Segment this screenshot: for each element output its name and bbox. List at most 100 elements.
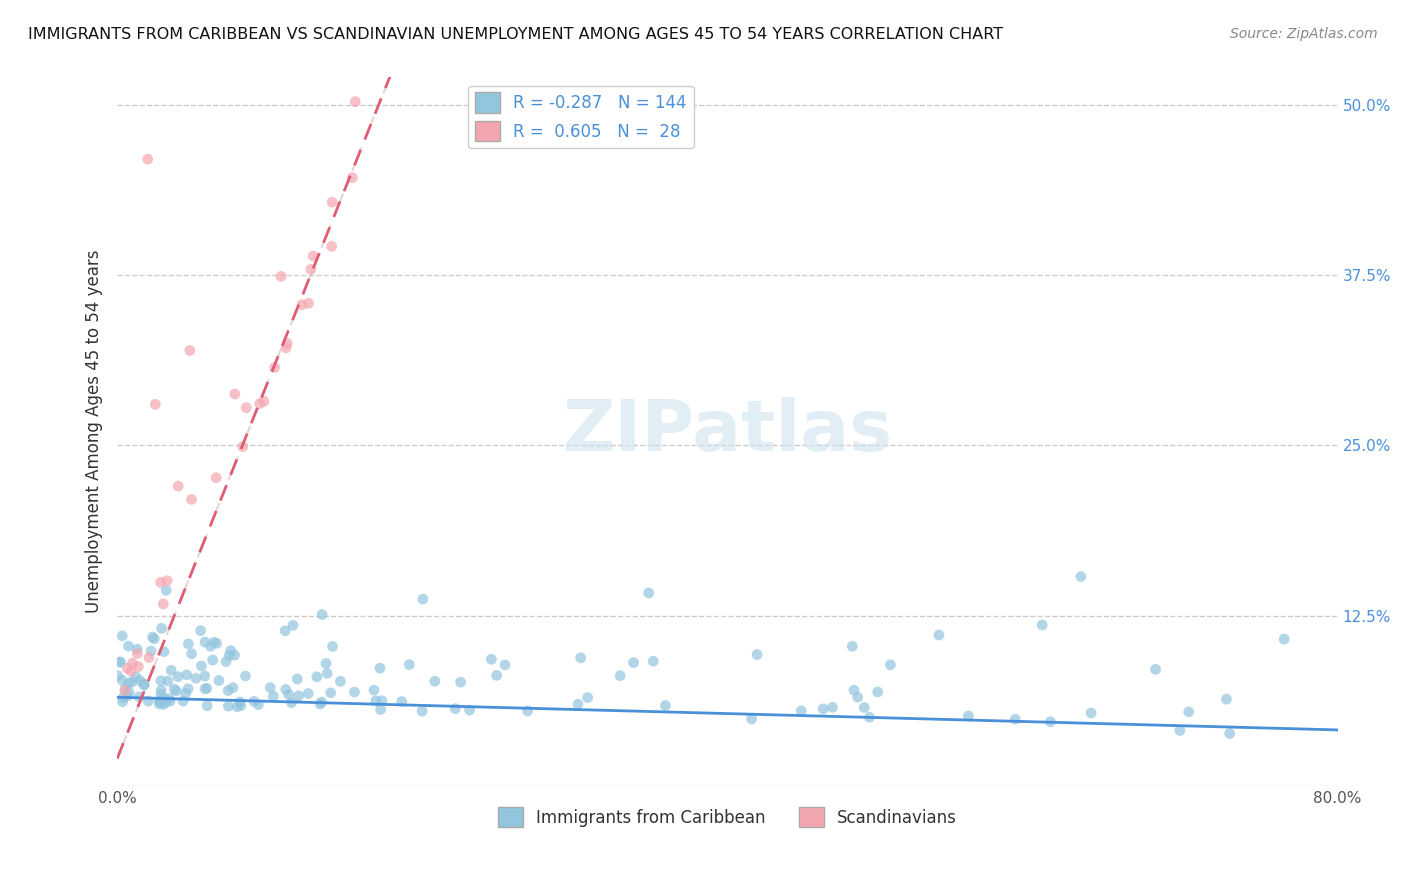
- Point: [143, 397, 166, 411]
- Point: [928, 628, 950, 642]
- Point: [194, 669, 217, 683]
- Point: [305, 670, 328, 684]
- Point: [194, 681, 217, 696]
- Point: [643, 654, 665, 668]
- Point: [127, 642, 149, 657]
- Point: [842, 683, 865, 698]
- Point: [224, 387, 246, 401]
- Point: [128, 690, 150, 704]
- Point: [201, 653, 224, 667]
- Point: [190, 624, 212, 638]
- Point: [444, 701, 467, 715]
- Point: [281, 618, 304, 632]
- Point: [846, 690, 869, 705]
- Point: [311, 695, 333, 709]
- Point: [143, 632, 166, 646]
- Point: [321, 195, 343, 210]
- Point: [285, 672, 308, 686]
- Point: [134, 677, 156, 691]
- Point: [274, 682, 297, 697]
- Point: [117, 661, 139, 675]
- Point: [205, 471, 228, 485]
- Point: [363, 683, 385, 698]
- Point: [485, 668, 508, 682]
- Point: [623, 656, 645, 670]
- Point: [516, 704, 538, 718]
- Point: [139, 644, 162, 658]
- Point: [309, 697, 332, 711]
- Point: [111, 673, 134, 687]
- Point: [163, 681, 186, 696]
- Point: [741, 712, 763, 726]
- Point: [342, 170, 364, 185]
- Point: [127, 647, 149, 661]
- Point: [176, 667, 198, 681]
- Point: [107, 669, 129, 683]
- Point: [957, 709, 980, 723]
- Point: [450, 675, 472, 690]
- Point: [1219, 726, 1241, 740]
- Point: [270, 269, 292, 284]
- Point: [1039, 714, 1062, 729]
- Point: [458, 703, 481, 717]
- Point: [226, 699, 249, 714]
- Point: [262, 690, 284, 704]
- Point: [841, 639, 863, 653]
- Point: [118, 676, 141, 690]
- Point: [1070, 569, 1092, 583]
- Point: [110, 655, 132, 669]
- Point: [136, 152, 159, 166]
- Point: [321, 640, 343, 654]
- Point: [411, 704, 433, 718]
- Text: IMMIGRANTS FROM CARIBBEAN VS SCANDINAVIAN UNEMPLOYMENT AMONG AGES 45 TO 54 YEARS: IMMIGRANTS FROM CARIBBEAN VS SCANDINAVIA…: [28, 27, 1004, 42]
- Point: [117, 639, 139, 653]
- Point: [148, 697, 170, 711]
- Point: [195, 698, 218, 713]
- Point: [111, 695, 134, 709]
- Point: [370, 702, 392, 716]
- Point: [274, 624, 297, 638]
- Point: [180, 492, 202, 507]
- Point: [160, 663, 183, 677]
- Point: [316, 666, 339, 681]
- Text: Source: ZipAtlas.com: Source: ZipAtlas.com: [1230, 27, 1378, 41]
- Point: [180, 647, 202, 661]
- Point: [138, 650, 160, 665]
- Point: [120, 665, 142, 679]
- Point: [879, 657, 901, 672]
- Point: [134, 678, 156, 692]
- Point: [218, 648, 240, 663]
- Point: [118, 685, 141, 699]
- Point: [194, 635, 217, 649]
- Text: ZIPatlas: ZIPatlas: [562, 397, 893, 467]
- Point: [567, 698, 589, 712]
- Point: [114, 683, 136, 698]
- Point: [128, 673, 150, 688]
- Point: [253, 394, 276, 409]
- Point: [1177, 705, 1199, 719]
- Point: [202, 635, 225, 649]
- Point: [224, 648, 246, 663]
- Point: [243, 694, 266, 708]
- Point: [297, 296, 319, 310]
- Point: [391, 694, 413, 708]
- Point: [190, 659, 212, 673]
- Point: [149, 575, 172, 590]
- Point: [229, 695, 252, 709]
- Point: [277, 688, 299, 702]
- Point: [141, 630, 163, 644]
- Point: [343, 685, 366, 699]
- Point: [315, 657, 337, 671]
- Point: [217, 699, 239, 714]
- Point: [177, 637, 200, 651]
- Point: [148, 694, 170, 708]
- Point: [321, 239, 343, 253]
- Point: [117, 689, 139, 703]
- Point: [423, 674, 446, 689]
- Point: [111, 629, 134, 643]
- Point: [299, 262, 322, 277]
- Point: [150, 621, 173, 635]
- Point: [398, 657, 420, 672]
- Point: [276, 336, 298, 351]
- Point: [866, 685, 889, 699]
